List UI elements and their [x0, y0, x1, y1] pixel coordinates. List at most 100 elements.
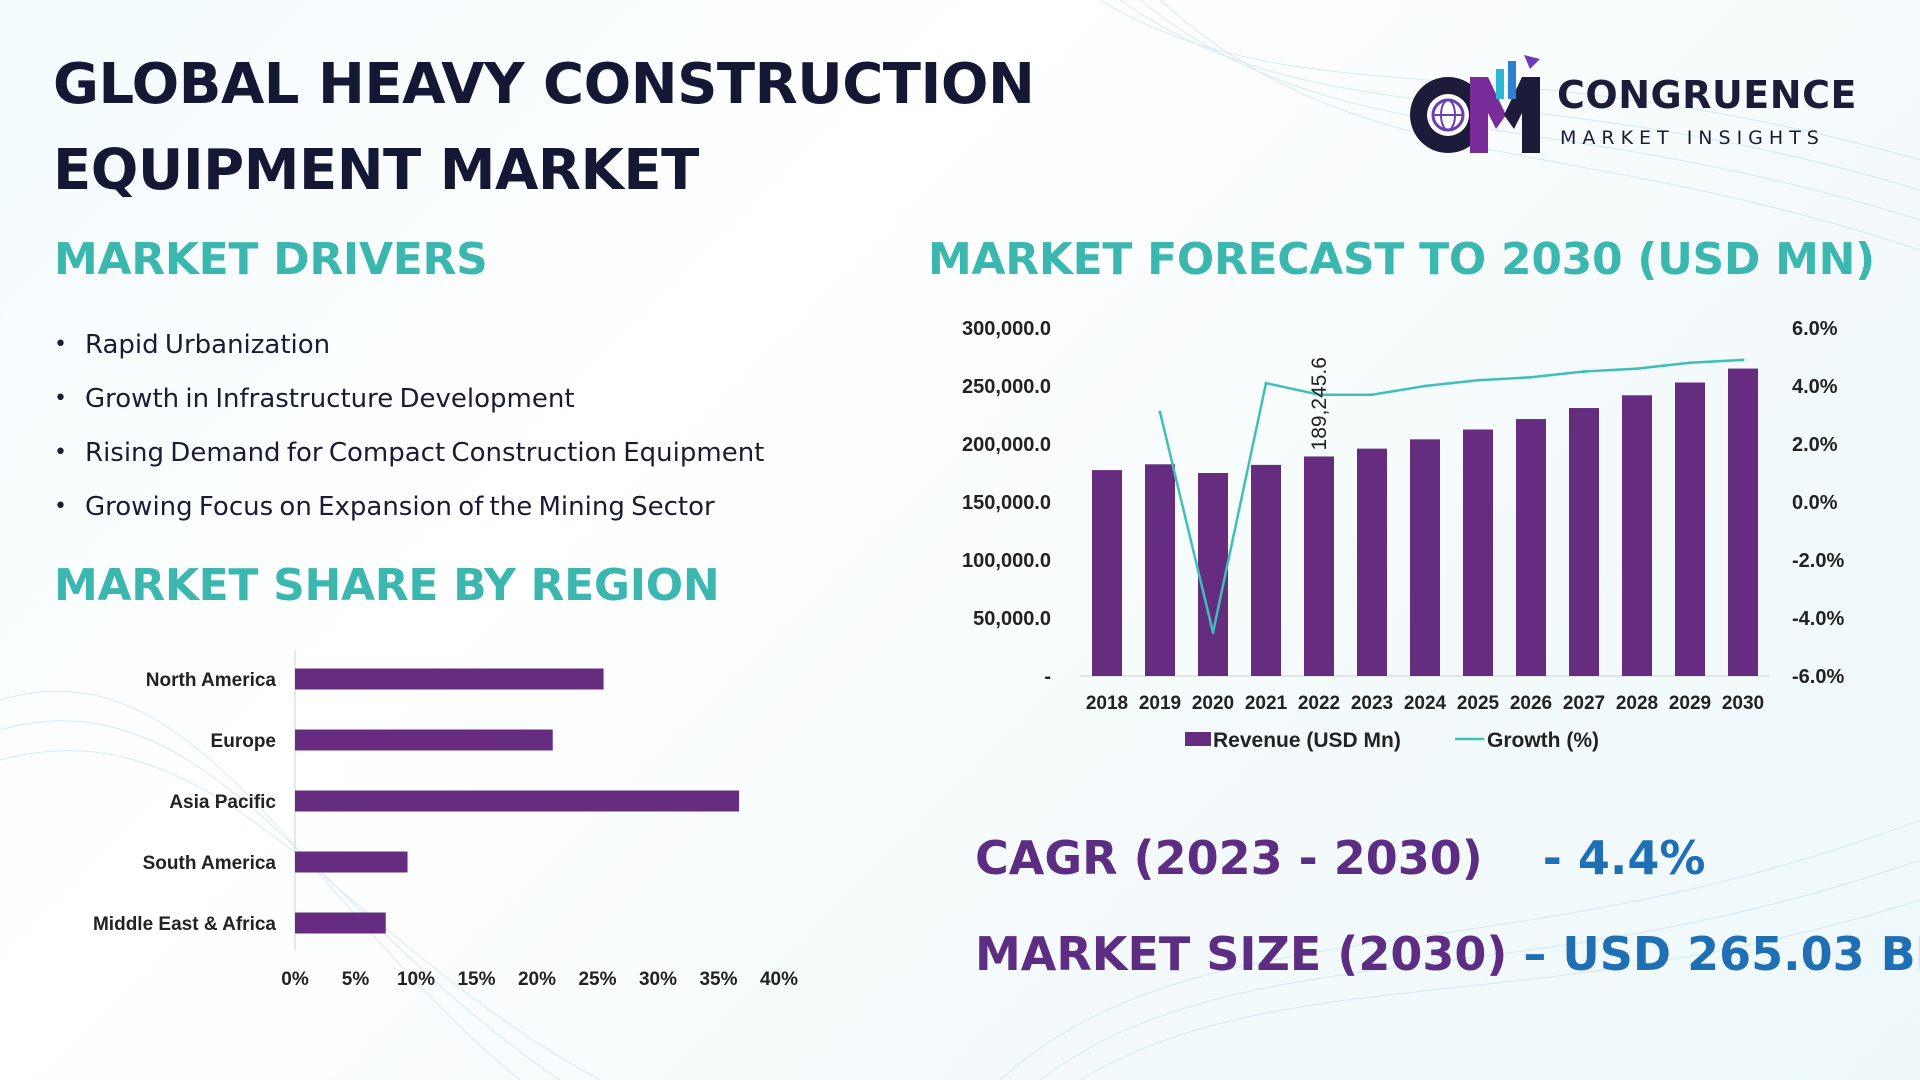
region-heading: MARKET SHARE BY REGION	[54, 560, 720, 611]
drivers-list: • Rapid Urbanization • Growth in Infrastru…	[54, 318, 764, 534]
driver-text: Rapid Urbanization	[85, 330, 331, 360]
y-left-tick-label: 150,000.0	[962, 492, 1051, 514]
list-item: • Rising Demand for Compact Construction …	[54, 426, 764, 480]
x-tick-label: 2018	[1086, 693, 1128, 714]
list-item: • Growth in Infrastructure Development	[54, 372, 764, 426]
legend-revenue-swatch	[1185, 732, 1211, 746]
y-left-tick-label: 300,000.0	[962, 318, 1051, 340]
revenue-bar	[1092, 470, 1122, 676]
revenue-bar	[1410, 439, 1440, 676]
y-right-tick-label: 6.0%	[1792, 318, 1838, 340]
growth-point	[1476, 378, 1480, 382]
region-bar	[295, 790, 740, 812]
driver-text: Growth in Infrastructure Development	[85, 384, 575, 414]
brand-logo: CONGRUENCE MARKET INSIGHTS	[1400, 55, 1870, 160]
x-tick-label: 2020	[1192, 693, 1234, 714]
revenue-bar	[1304, 456, 1334, 676]
data-label: 189,245.6	[1308, 357, 1331, 450]
y-right-tick-label: -6.0%	[1792, 666, 1844, 688]
cagr-stat: CAGR (2023 - 2030) - 4.4%	[975, 831, 1705, 885]
region-bar	[295, 912, 386, 934]
legend-revenue-label: Revenue (USD Mn)	[1213, 729, 1401, 752]
forecast-combo-chart: - 50,000.0 100,000.0 150,000.0 200,000.0 250,…	[962, 318, 1844, 752]
legend-growth-label: Growth (%)	[1487, 729, 1599, 752]
logo-mark-icon	[1410, 55, 1540, 153]
page-title: GLOBAL HEAVY CONSTRUCTION EQUIPMENT MARK…	[53, 42, 1035, 214]
forecast-heading: MARKET FORECAST TO 2030 (USD MN)	[928, 234, 1875, 285]
x-tick-label: 40%	[760, 969, 798, 990]
y-right-tick-label: -2.0%	[1792, 550, 1844, 572]
growth-line	[1158, 358, 1744, 634]
market-size-label: MARKET SIZE (2030)	[975, 927, 1508, 981]
growth-point	[1317, 393, 1321, 397]
drivers-heading: MARKET DRIVERS	[54, 234, 488, 285]
region-bar	[295, 729, 553, 751]
revenue-bar	[1198, 473, 1228, 676]
title-line-1: GLOBAL HEAVY CONSTRUCTION	[53, 52, 1035, 117]
market-size-value: – USD 265.03 BN	[1523, 927, 1920, 981]
x-tick-label: 30%	[639, 969, 677, 990]
title-line-2: EQUIPMENT MARKET	[53, 138, 699, 203]
x-tick-label: 2022	[1298, 693, 1340, 714]
region-bar	[295, 851, 408, 873]
revenue-bar	[1569, 408, 1599, 676]
y-right-tick-label: 2.0%	[1792, 434, 1838, 456]
market-size-stat: MARKET SIZE (2030) – USD 265.03 BN	[975, 927, 1920, 981]
x-tick-label: 20%	[518, 969, 556, 990]
region-label: Europe	[211, 731, 276, 752]
growth-point	[1529, 375, 1533, 379]
x-tick-label: 2030	[1722, 693, 1764, 714]
x-tick-label: 2025	[1457, 693, 1500, 714]
y-left-tick-label: -	[1044, 666, 1051, 688]
logo-name: CONGRUENCE	[1557, 73, 1857, 117]
y-left-tick-label: 200,000.0	[962, 434, 1051, 456]
y-right-tick-label: -4.0%	[1792, 608, 1844, 630]
revenue-bar	[1145, 464, 1175, 676]
growth-point	[1370, 393, 1374, 397]
revenue-bar	[1251, 464, 1281, 676]
x-tick-label: 2029	[1669, 693, 1711, 714]
x-tick-label: 2024	[1404, 693, 1447, 714]
revenue-bar	[1516, 419, 1546, 676]
y-left-tick-label: 100,000.0	[962, 550, 1051, 572]
x-tick-label: 15%	[457, 969, 495, 990]
x-tick-label: 2019	[1139, 693, 1181, 714]
region-bar-chart: North America Europe Asia Pacific South Ame…	[93, 650, 798, 990]
bullet-icon: •	[54, 440, 67, 465]
revenue-bar	[1728, 368, 1758, 676]
bullet-icon: •	[54, 494, 67, 519]
cagr-value: - 4.4%	[1542, 831, 1706, 885]
region-label: Middle East & Africa	[93, 914, 276, 935]
x-tick-label: 2023	[1351, 693, 1393, 714]
list-item: • Growing Focus on Expansion of the Minin…	[54, 480, 764, 534]
x-tick-label: 2028	[1616, 693, 1658, 714]
cagr-label: CAGR (2023 - 2030)	[975, 831, 1483, 885]
revenue-bar	[1675, 382, 1705, 676]
bullet-icon: •	[54, 386, 67, 411]
growth-point	[1264, 381, 1268, 385]
x-tick-label: 10%	[397, 969, 435, 990]
x-tick-label: 35%	[699, 969, 737, 990]
growth-point	[1688, 361, 1692, 365]
x-tick-label: 2021	[1245, 693, 1288, 714]
bullet-icon: •	[54, 332, 67, 357]
y-left-tick-label: 250,000.0	[962, 376, 1051, 398]
revenue-bar	[1357, 448, 1387, 676]
growth-point	[1582, 370, 1586, 373]
region-label: North America	[146, 670, 277, 691]
growth-point	[1741, 358, 1745, 362]
growth-point	[1423, 384, 1427, 388]
revenue-bar	[1622, 395, 1652, 676]
region-bar	[295, 668, 604, 690]
x-tick-label: 2026	[1510, 693, 1552, 714]
y-right-tick-label: 0.0%	[1792, 492, 1838, 514]
x-tick-label: 0%	[281, 969, 309, 990]
growth-point	[1635, 367, 1639, 371]
list-item: • Rapid Urbanization	[54, 318, 764, 372]
x-tick-label: 5%	[342, 969, 370, 990]
x-tick-label: 25%	[578, 969, 616, 990]
logo-tagline: MARKET INSIGHTS	[1560, 127, 1825, 149]
growth-point	[1211, 631, 1215, 634]
region-label: Asia Pacific	[169, 792, 276, 813]
